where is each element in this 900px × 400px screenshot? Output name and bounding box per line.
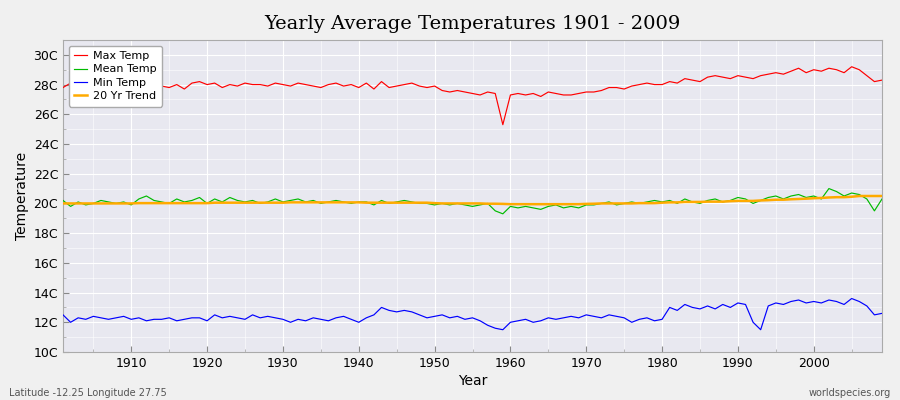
- Max Temp: [285, 84, 296, 88]
- Text: worldspecies.org: worldspecies.org: [809, 388, 891, 398]
- Title: Yearly Average Temperatures 1901 - 2009: Yearly Average Temperatures 1901 - 2009: [265, 15, 680, 33]
- Mean Temp: [330, 198, 341, 203]
- 20 Yr Trend: [118, 201, 129, 206]
- Mean Temp: [498, 212, 508, 216]
- Max Temp: [505, 92, 516, 97]
- 20 Yr Trend: [877, 194, 887, 198]
- Max Temp: [604, 85, 615, 90]
- Max Temp: [846, 64, 857, 69]
- 20 Yr Trend: [498, 202, 508, 206]
- 20 Yr Trend: [513, 202, 524, 206]
- Min Temp: [505, 320, 516, 325]
- 20 Yr Trend: [330, 200, 341, 205]
- Mean Temp: [505, 204, 516, 209]
- Y-axis label: Temperature: Temperature: [15, 152, 30, 240]
- Max Temp: [877, 78, 887, 82]
- Mean Temp: [604, 200, 615, 204]
- Line: Max Temp: Max Temp: [63, 67, 882, 125]
- Min Temp: [513, 318, 524, 323]
- Text: Latitude -12.25 Longitude 27.75: Latitude -12.25 Longitude 27.75: [9, 388, 166, 398]
- Mean Temp: [513, 206, 524, 210]
- Max Temp: [513, 91, 524, 96]
- Min Temp: [118, 314, 129, 319]
- Legend: Max Temp, Mean Temp, Min Temp, 20 Yr Trend: Max Temp, Mean Temp, Min Temp, 20 Yr Tre…: [68, 46, 162, 107]
- Mean Temp: [877, 196, 887, 201]
- Min Temp: [877, 311, 887, 316]
- Min Temp: [498, 327, 508, 332]
- Mean Temp: [58, 198, 68, 203]
- 20 Yr Trend: [285, 200, 296, 205]
- Max Temp: [330, 81, 341, 86]
- 20 Yr Trend: [604, 201, 615, 206]
- 20 Yr Trend: [854, 194, 865, 198]
- Max Temp: [498, 122, 508, 127]
- 20 Yr Trend: [58, 201, 68, 206]
- 20 Yr Trend: [505, 202, 516, 206]
- Max Temp: [58, 85, 68, 90]
- Max Temp: [118, 82, 129, 87]
- Min Temp: [285, 320, 296, 325]
- Min Temp: [58, 312, 68, 317]
- X-axis label: Year: Year: [458, 374, 487, 388]
- Min Temp: [846, 296, 857, 301]
- Mean Temp: [285, 198, 296, 203]
- Line: 20 Yr Trend: 20 Yr Trend: [63, 196, 882, 204]
- Min Temp: [330, 316, 341, 320]
- Mean Temp: [824, 186, 834, 191]
- Line: Min Temp: Min Temp: [63, 298, 882, 330]
- Line: Mean Temp: Mean Temp: [63, 188, 882, 214]
- Mean Temp: [118, 200, 129, 204]
- Min Temp: [604, 312, 615, 317]
